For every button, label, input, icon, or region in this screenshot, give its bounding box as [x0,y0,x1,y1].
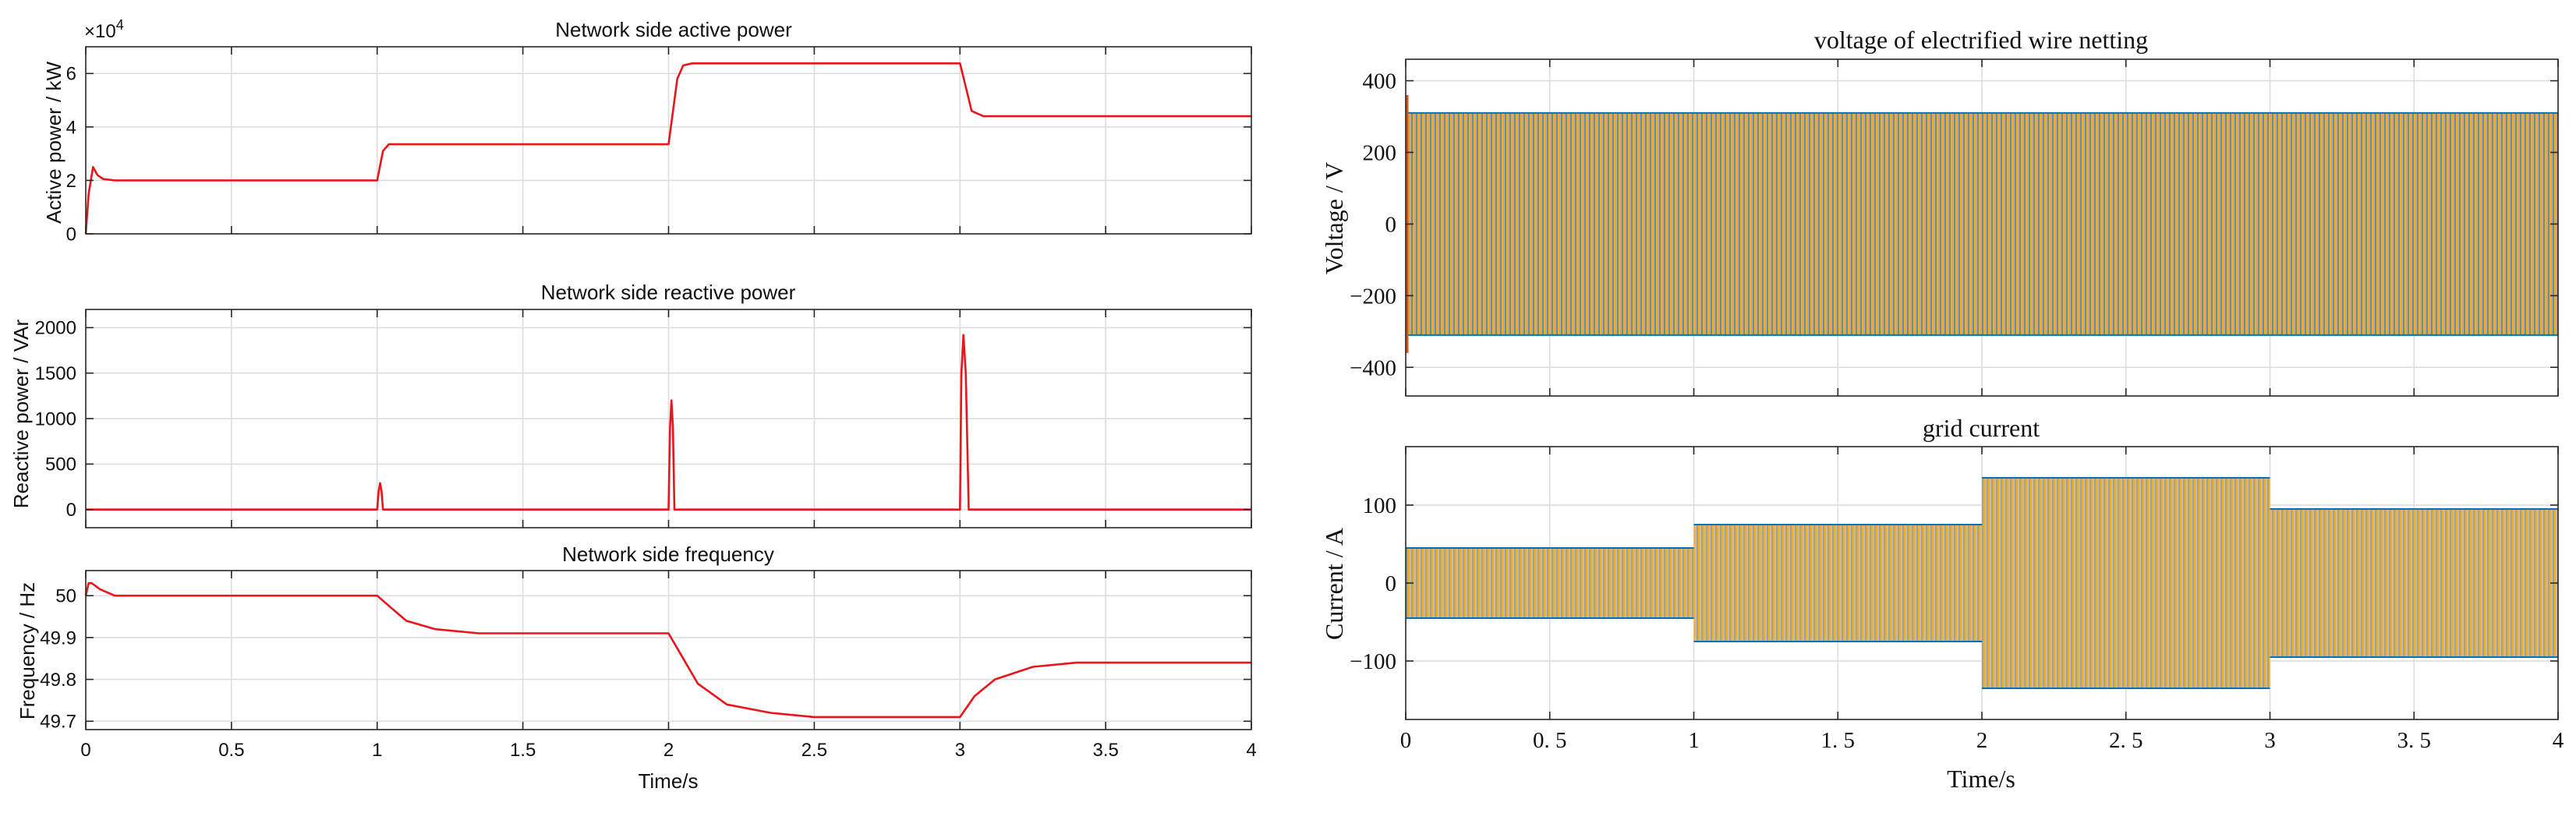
current-waveform-segment [1406,548,1694,618]
y-tick-label: 2 [66,171,76,192]
frequency-axes-box [85,570,1252,730]
frequency-xlabel: Time/s [638,769,698,793]
active-power-grid [86,47,1251,235]
frequency-ticks: 0 0.5 1 1.5 2 2.5 3 3.5 4 49.7 49.8 49.9 50 [40,571,1257,761]
reactive-power-axes-box [85,309,1252,528]
current-title: grid current [1923,414,2040,442]
y-tick-label: 1500 [35,363,76,384]
active-power-ticks: 0 2 4 6 [66,47,1252,245]
x-tick-label: 3 [2264,728,2276,753]
current-chart: grid current Current / A Time/s 0 0. 5 1 1.… [1320,414,2564,793]
reactive-power-ylabel: Reactive power / VAr [9,320,33,509]
active-power-chart: Network side active power Active power /… [42,17,1252,245]
x-tick-label: 2 [663,740,674,761]
x-tick-label: 1 [1688,728,1700,753]
current-ylabel: Current / A [1320,528,1348,640]
x-tick-label: 1.5 [510,740,536,761]
voltage-chart: voltage of electrified wire netting Volt… [1320,26,2559,397]
current-waveform-segment [1982,478,2270,688]
frequency-chart: Network side frequency Frequency / Hz Ti… [16,543,1257,793]
voltage-waveform [1406,94,2558,353]
current-xlabel: Time/s [1947,765,2015,793]
reactive-series-line [86,334,1251,511]
x-tick-label: 4 [2553,728,2564,753]
current-waveform [1406,477,2558,689]
x-tick-label: 0 [1400,728,1412,753]
voltage-ylabel: Voltage / V [1320,162,1348,275]
x-tick-label: 0. 5 [1533,728,1567,753]
current-waveform-segment [1693,525,1982,642]
x-tick-label: 3.5 [1092,740,1118,761]
voltage-ticks: −400 −200 0 200 400 [1350,59,2559,396]
x-tick-label: 1. 5 [1821,728,1856,753]
y-tick-label: 0 [1385,213,1397,238]
current-axes-box [1405,446,2559,720]
y-tick-label: 49.7 [40,712,76,733]
current-waveform-segment [2270,509,2558,657]
frequency-grid [86,571,1251,730]
y-tick-label: 0 [1385,571,1397,596]
x-tick-label: 2. 5 [2109,728,2143,753]
y-tick-label: 100 [1363,493,1397,518]
frequency-series-line [84,581,1251,719]
frequency-line [84,581,1251,719]
voltage-waveform-segment [1982,112,2270,335]
y-tick-label: 6 [66,64,76,85]
voltage-waveform-segment [2270,112,2558,335]
y-tick-label: 0 [66,224,76,245]
y-tick-label: 1000 [35,408,76,429]
active-power-title: Network side active power [555,18,792,41]
x-tick-label: 4 [1246,740,1256,761]
x-tick-label: 2.5 [801,740,827,761]
y-tick-label: 0 [66,500,76,521]
active-power-axes-box [85,46,1252,235]
y-tick-label: 500 [45,454,76,475]
y-tick-label: 49.8 [40,670,76,691]
active-power-ylabel: Active power / kW [42,62,65,224]
y-tick-label: 50 [55,586,76,607]
frequency-ylabel: Frequency / Hz [16,582,39,719]
y-tick-label: −100 [1350,649,1396,674]
x-tick-label: 2 [1976,728,1988,753]
y-tick-label: 400 [1363,69,1397,94]
y-tick-label: 200 [1363,141,1397,166]
x-tick-label: 0 [80,740,90,761]
active-series-line [84,62,1251,235]
y-tick-label: −400 [1350,355,1396,380]
reactive-power-ticks: 0 500 1000 1500 2000 [35,309,1252,528]
active-power-exponent: ×104 [84,17,124,42]
y-tick-label: 4 [66,117,76,138]
x-tick-label: 1 [372,740,382,761]
reactive-power-line [86,334,1251,511]
x-tick-label: 3. 5 [2397,728,2432,753]
reactive-power-title: Network side reactive power [541,281,796,304]
voltage-waveform-segment [1406,112,1694,335]
voltage-axes-box [1405,58,2559,397]
reactive-power-chart: Network side reactive power Reactive pow… [9,281,1252,528]
voltage-waveform-segment [1693,112,1982,335]
x-tick-label: 0.5 [218,740,244,761]
y-tick-label: 49.9 [40,627,76,649]
voltage-title: voltage of electrified wire netting [1814,26,2148,54]
x-tick-label: 3 [955,740,965,761]
frequency-title: Network side frequency [562,543,774,566]
y-tick-label: −200 [1350,284,1396,309]
y-tick-label: 2000 [35,318,76,339]
active-power-line [84,62,1251,235]
